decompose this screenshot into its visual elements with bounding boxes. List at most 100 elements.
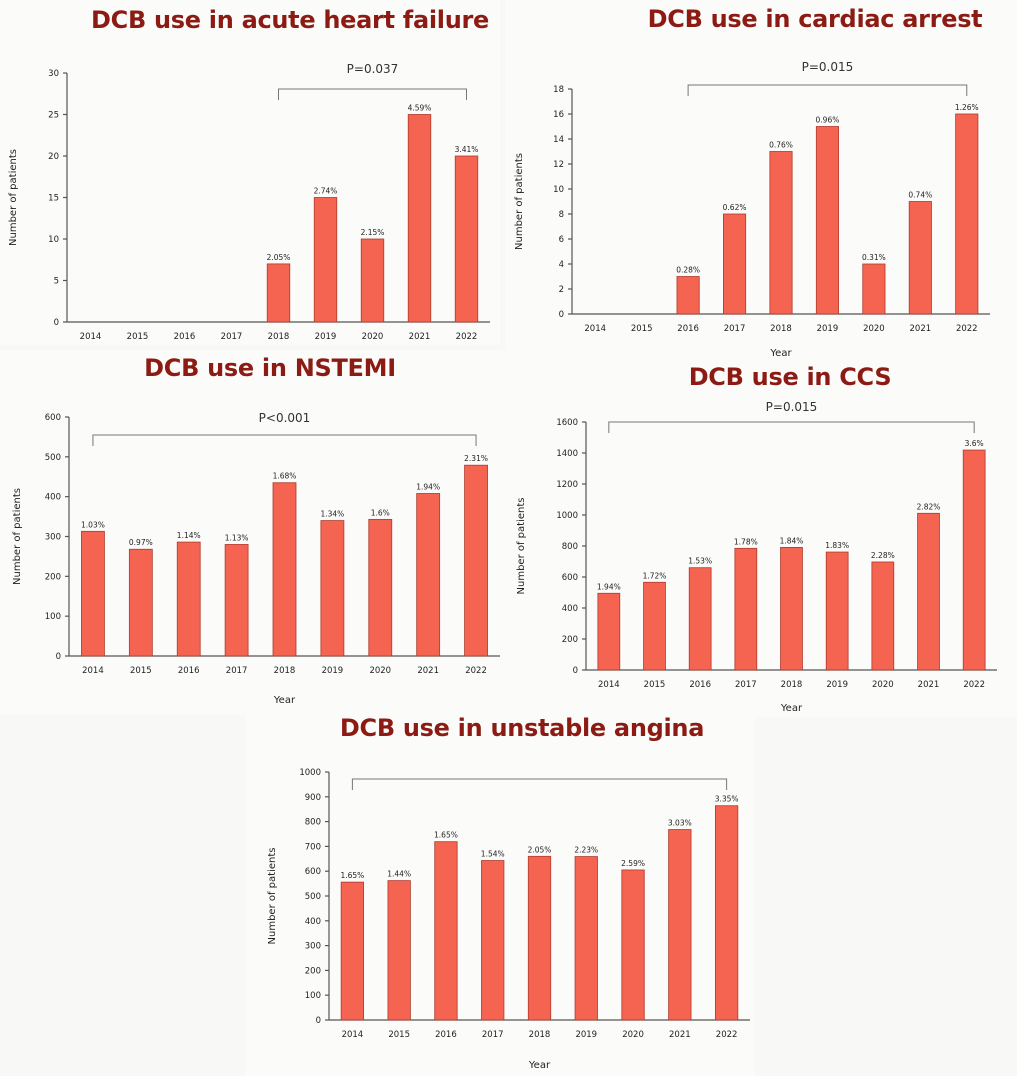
- y-tick-label: 500: [305, 892, 321, 902]
- x-tick-label: 2022: [963, 680, 985, 690]
- data-label-2021: 1.94%: [416, 482, 440, 491]
- y-tick-label: 0: [54, 318, 59, 328]
- data-label-2018: 0.76%: [769, 141, 793, 150]
- data-label-2018: 2.05%: [528, 845, 552, 854]
- data-label-2015: 0.97%: [129, 538, 153, 547]
- y-tick-label: 1400: [556, 449, 578, 459]
- data-label-2021: 3.03%: [668, 819, 692, 828]
- data-label-2019: 0.96%: [816, 116, 840, 125]
- x-tick-label: 2018: [274, 666, 296, 676]
- x-tick-label: 2019: [315, 332, 337, 342]
- data-label-2021: 2.82%: [917, 502, 941, 511]
- x-tick-label: 2020: [622, 1030, 644, 1040]
- significance-bracket: [687, 84, 968, 96]
- data-label-2022: 3.35%: [715, 795, 739, 804]
- bar-2018: [272, 482, 297, 657]
- x-axis-title: Year: [780, 703, 803, 714]
- bar-2017: [723, 213, 747, 315]
- data-label-2018: 2.05%: [267, 253, 291, 262]
- y-tick-label: 1200: [556, 480, 578, 490]
- y-tick-label: 300: [305, 942, 321, 952]
- bar-2015: [643, 581, 666, 671]
- chart-title-nstemi: DCB use in NSTEMI: [144, 354, 396, 382]
- y-tick-label: 10: [48, 235, 59, 245]
- x-tick-label: 2018: [529, 1030, 551, 1040]
- x-tick-label: 2018: [770, 324, 792, 334]
- bar-2019: [825, 551, 849, 671]
- data-label-2021: 4.59%: [408, 104, 432, 113]
- y-tick-label: 200: [305, 966, 321, 976]
- data-label-2019: 2.23%: [574, 846, 598, 855]
- x-tick-label: 2015: [631, 324, 653, 334]
- y-tick-label: 800: [305, 818, 321, 828]
- x-tick-label: 2015: [644, 680, 666, 690]
- chart-title-ua: DCB use in unstable angina: [339, 714, 705, 742]
- bar-2018: [780, 546, 803, 671]
- x-tick-label: 2017: [735, 680, 757, 690]
- bar-2016: [676, 276, 700, 315]
- x-axis-title: Year: [769, 348, 792, 359]
- y-tick-label: 400: [45, 493, 61, 503]
- x-tick-label: 2021: [417, 666, 439, 676]
- bar-2022: [714, 805, 739, 1021]
- y-tick-label: 2: [559, 285, 564, 295]
- y-tick-label: 0: [573, 666, 578, 676]
- bar-2020: [368, 518, 393, 657]
- y-tick-label: 20: [48, 152, 59, 162]
- bar-2016: [688, 567, 712, 671]
- x-axis-title: Year: [528, 1060, 551, 1071]
- bar-2016: [176, 541, 201, 657]
- x-tick-label: 2020: [872, 680, 894, 690]
- bar-2014: [597, 592, 621, 671]
- y-tick-label: 25: [48, 111, 59, 121]
- y-tick-label: 400: [562, 604, 578, 614]
- x-tick-label: 2017: [221, 332, 243, 342]
- data-label-2014: 1.65%: [340, 871, 364, 880]
- x-tick-label: 2020: [362, 332, 384, 342]
- x-tick-label: 2016: [677, 324, 699, 334]
- data-label-2016: 1.53%: [688, 557, 712, 566]
- y-tick-label: 0: [316, 1016, 321, 1026]
- bar-2014: [81, 530, 105, 657]
- x-tick-label: 2022: [465, 666, 487, 676]
- x-tick-label: 2019: [575, 1030, 597, 1040]
- y-tick-label: 200: [562, 635, 578, 645]
- y-tick-label: 16: [553, 110, 564, 120]
- x-tick-label: 2022: [956, 324, 978, 334]
- bar-2017: [734, 547, 758, 671]
- p-value-label: P=0.015: [802, 60, 854, 74]
- y-tick-label: 600: [562, 573, 578, 583]
- bar-2021: [416, 493, 441, 657]
- y-tick-label: 1000: [299, 768, 321, 778]
- y-tick-label: 30: [48, 69, 59, 79]
- data-label-2020: 2.59%: [621, 859, 645, 868]
- bar-2022: [464, 464, 488, 657]
- bar-2020: [621, 869, 645, 1021]
- x-tick-label: 2014: [342, 1030, 364, 1040]
- y-tick-label: 10: [553, 185, 564, 195]
- data-label-2019: 1.83%: [825, 541, 849, 550]
- y-tick-label: 300: [45, 533, 61, 543]
- data-label-2018: 1.68%: [273, 472, 297, 481]
- bar-2022: [962, 449, 986, 671]
- x-tick-label: 2021: [910, 324, 932, 334]
- y-tick-label: 800: [562, 542, 578, 552]
- data-label-2017: 0.62%: [723, 203, 747, 212]
- bar-2022: [955, 113, 979, 315]
- data-label-2019: 1.34%: [320, 510, 344, 519]
- y-tick-label: 12: [553, 160, 564, 170]
- bar-2018: [527, 855, 552, 1021]
- x-tick-label: 2018: [781, 680, 803, 690]
- x-tick-label: 2020: [863, 324, 885, 334]
- data-label-2020: 1.6%: [371, 508, 390, 517]
- y-axis-title: Number of patients: [514, 153, 525, 250]
- significance-bracket: [278, 88, 467, 100]
- y-tick-label: 500: [45, 453, 61, 463]
- bar-2020: [862, 263, 886, 315]
- x-tick-label: 2021: [918, 680, 940, 690]
- data-label-2018: 1.84%: [780, 536, 804, 545]
- data-label-2017: 1.13%: [225, 533, 249, 542]
